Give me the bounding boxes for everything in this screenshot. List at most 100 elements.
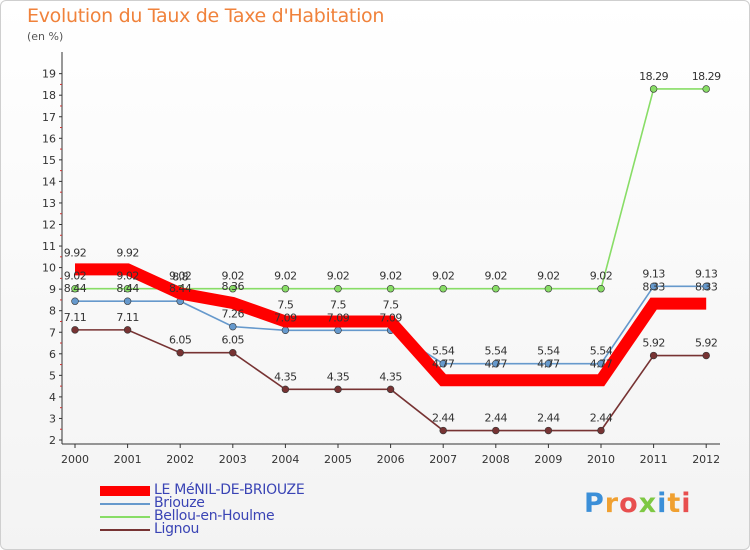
data-label: 2.44 [485, 412, 508, 425]
data-label: 9.13 [642, 267, 665, 280]
data-label: 5.54 [537, 345, 560, 358]
data-point [334, 385, 342, 394]
data-label: 4.35 [327, 370, 350, 383]
y-tick-label: 18 [42, 89, 56, 102]
x-tick-label: 2005 [324, 453, 352, 466]
data-point [71, 326, 79, 334]
legend-label: Lignou [154, 521, 200, 537]
data-point [649, 85, 658, 93]
x-tick-label: 2001 [114, 453, 142, 466]
brand-letter: P [584, 488, 605, 519]
data-label: 6.05 [222, 334, 245, 347]
data-label: 5.54 [485, 345, 508, 358]
data-point [544, 360, 553, 368]
y-tick-label: 9 [49, 283, 56, 296]
data-label: 8.8 [172, 270, 188, 283]
legend-swatch [100, 486, 150, 496]
data-label: 9.02 [274, 270, 297, 283]
data-point [123, 326, 132, 334]
data-label: 2.44 [432, 412, 455, 425]
data-label: 18.29 [639, 70, 668, 83]
x-tick-label: 2012 [692, 453, 720, 466]
data-point [334, 285, 342, 293]
data-label: 7.11 [116, 311, 139, 324]
data-point [597, 360, 605, 368]
data-label: 8.44 [169, 282, 192, 295]
line-chart: 2 3 4 5 6 7 8 9 10 11 12 13 14 15 16 17 18 19 2000 2001 2002… [42, 52, 722, 466]
brand-letter: i [657, 488, 668, 519]
data-point [702, 351, 710, 360]
data-point [229, 285, 237, 293]
y-tick-label: 12 [42, 219, 56, 232]
data-point [649, 351, 658, 360]
data-label: 9.02 [169, 270, 192, 283]
y-tick-label: 11 [42, 240, 56, 253]
x-tick-label: 2006 [377, 453, 405, 466]
x-tick-label: 2011 [640, 453, 668, 466]
data-point [386, 385, 395, 394]
data-label: 8.33 [642, 281, 665, 294]
data-label: 5.54 [590, 345, 613, 358]
data-label: 9.02 [327, 270, 350, 283]
data-label: 9.02 [432, 270, 455, 283]
data-point [229, 322, 237, 331]
data-point [281, 385, 290, 394]
legend-swatch [100, 516, 150, 518]
data-label: 8.36 [222, 280, 245, 293]
data-point [281, 285, 290, 293]
x-tick-label: 2008 [482, 453, 510, 466]
legend-swatch [100, 529, 150, 531]
y-tick-label: 7 [49, 326, 56, 339]
data-label: 2.44 [590, 412, 613, 425]
data-label: 4.35 [274, 370, 297, 383]
data-label: 5.54 [432, 345, 455, 358]
y-tick-label: 2 [49, 434, 56, 447]
data-point [334, 326, 342, 335]
legend-label: Briouze [154, 495, 205, 511]
data-label: 9.02 [116, 270, 139, 283]
x-tick-label: 2009 [534, 453, 562, 466]
data-point [544, 426, 553, 435]
data-label: 2.44 [537, 412, 560, 425]
data-label: 8.33 [695, 281, 718, 294]
data-label: 9.02 [379, 270, 402, 283]
data-point [176, 349, 184, 357]
data-point [544, 285, 553, 293]
data-label: 4.77 [485, 357, 508, 370]
chart-subtitle: (en %) [27, 30, 64, 43]
data-label: 9.02 [485, 270, 508, 283]
data-label: 18.29 [692, 70, 721, 83]
data-label: 8.44 [64, 282, 87, 295]
data-point [123, 285, 132, 293]
data-label: 9.02 [222, 270, 245, 283]
y-tick-label: 17 [42, 111, 56, 124]
data-label: 9.92 [116, 246, 139, 259]
data-point [597, 426, 605, 435]
data-label: 9.92 [64, 246, 87, 259]
y-tick-label: 19 [42, 68, 56, 81]
x-tick-label: 2010 [587, 453, 615, 466]
data-point [439, 285, 447, 293]
chart-title: Evolution du Taux de Taxe d'Habitation [27, 5, 385, 27]
data-label: 7.11 [64, 311, 87, 324]
data-label: 6.05 [169, 334, 192, 347]
brand-letter: i [681, 488, 692, 519]
data-label: 5.92 [642, 337, 665, 350]
data-label: 7.5 [383, 298, 399, 311]
data-point [492, 426, 500, 435]
data-point [702, 85, 710, 93]
brand-letter: x [638, 488, 658, 519]
y-tick-label: 8 [49, 305, 56, 318]
y-tick-label: 14 [42, 175, 56, 188]
brand-logo: Proxiti [584, 488, 692, 519]
data-label: 8.44 [116, 282, 139, 295]
data-label: 9.02 [590, 270, 613, 283]
legend-label: LE MéNIL-DE-BRIOUZE [154, 482, 305, 498]
data-label: 4.77 [432, 357, 455, 370]
legend-swatch [100, 503, 150, 505]
y-tick-label: 5 [49, 369, 56, 382]
data-label: 7.5 [330, 298, 346, 311]
brand-letter: o [619, 488, 639, 519]
data-label: 7.5 [277, 298, 293, 311]
data-point [649, 282, 658, 291]
